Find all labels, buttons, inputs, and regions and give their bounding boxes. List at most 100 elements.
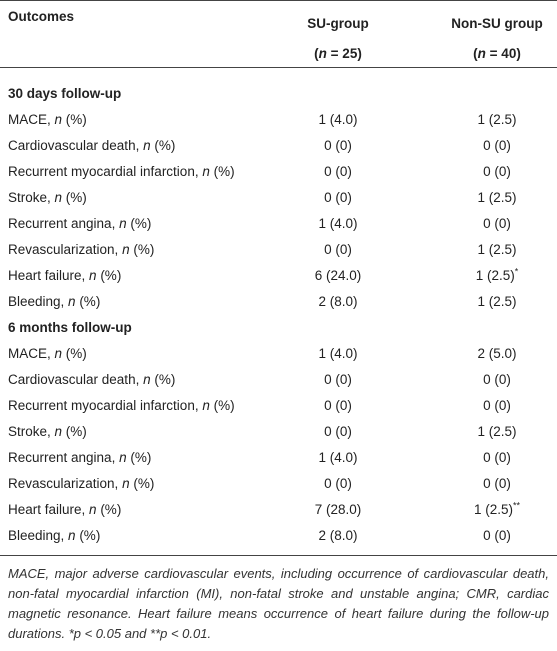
table-cell: 1 (2.5) — [477, 242, 517, 257]
table-cell: 0 (0) — [324, 242, 352, 257]
table-row: Heart failure, n (%) 6 (24.0) 1 (2.5)* — [0, 263, 557, 289]
table-cell: 0 (0) — [324, 398, 352, 413]
table-row: Bleeding, n (%) 2 (8.0) 0 (0) — [0, 523, 557, 549]
table-row: Stroke, n (%) 0 (0) 1 (2.5) — [0, 185, 557, 211]
text-piece: ( — [473, 46, 478, 61]
table-cell: 7 (28.0) — [314, 502, 362, 517]
group-header: Non-SU group (n = 40) — [417, 9, 557, 69]
group-name: Non-SU group — [451, 16, 543, 31]
table-cell: 0 (0) — [483, 164, 511, 179]
text-piece: n — [119, 450, 127, 465]
table-cell: 1 (2.5) — [477, 424, 517, 439]
table-cell: 0 (0) — [324, 190, 352, 205]
text-piece: n — [119, 216, 127, 231]
table-cell: 1 (2.5) — [477, 294, 517, 309]
row-label: Recurrent myocardial infarction, n (%) — [8, 393, 235, 419]
text-piece: Bleeding, — [8, 528, 69, 543]
cell-mark: * — [514, 266, 519, 277]
text-piece: n — [477, 46, 486, 61]
table-cell: 0 (0) — [483, 528, 511, 543]
footnote: MACE, major adverse cardiovascular event… — [8, 566, 549, 641]
table-row: Recurrent angina, n (%) 1 (4.0) 0 (0) — [0, 211, 557, 237]
text-piece: (%) — [62, 190, 87, 205]
text-piece: (%) — [126, 216, 152, 231]
table-cell: 0 (0) — [483, 372, 511, 387]
section-title: 30 days follow-up — [8, 86, 122, 101]
text-piece: (%) — [129, 242, 155, 257]
row-label: Stroke, n (%) — [8, 185, 87, 211]
section-row: 30 days follow-up — [0, 81, 557, 107]
table-row: Recurrent myocardial infarction, n (%) 0 … — [0, 159, 557, 185]
row-label: Bleeding, n (%) — [8, 523, 100, 549]
table-cell: 1 (2.5)** — [417, 497, 557, 523]
row-label: Heart failure, n (%) — [8, 263, 121, 289]
text-piece: (%) — [62, 346, 87, 361]
table-row: Stroke, n (%) 0 (0) 1 (2.5) — [0, 419, 557, 445]
text-piece: Heart failure, — [8, 268, 90, 283]
table-cell: 2 (8.0) — [318, 294, 358, 309]
text-piece: (%) — [96, 502, 122, 517]
text-piece: (%) — [150, 372, 176, 387]
row-label: Revascularization, n (%) — [8, 471, 154, 497]
text-piece: (%) — [126, 450, 152, 465]
table-cell: 1 (4.0) — [318, 450, 358, 465]
row-label: Stroke, n (%) — [8, 419, 87, 445]
text-piece: Recurrent angina, — [8, 216, 120, 231]
text-piece: (%) — [62, 424, 87, 439]
table-cell: 0 (0) — [324, 372, 352, 387]
table-cell: 0 (0) — [324, 164, 352, 179]
table-cell: 2 (5.0) — [477, 346, 517, 361]
table-cell: 1 (2.5) — [477, 112, 517, 127]
table-cell: 0 (0) — [483, 450, 511, 465]
table-row: Heart failure, n (%) 7 (28.0) 1 (2.5)** — [0, 497, 557, 523]
table-cell: 0 (0) — [324, 138, 352, 153]
table-cell: 0 (0) — [483, 216, 511, 231]
text-piece: (%) — [209, 164, 235, 179]
table-row: Bleeding, n (%) 2 (8.0) 1 (2.5) — [0, 289, 557, 315]
table-cell: 1 (4.0) — [318, 112, 358, 127]
text-piece: n — [318, 46, 327, 61]
text-piece: MACE, — [8, 112, 55, 127]
text-piece: n — [122, 476, 130, 491]
table-cell: 1 (4.0) — [318, 216, 358, 231]
table-cell: 0 (0) — [483, 138, 511, 153]
table-cell: 1 (4.0) — [318, 346, 358, 361]
cell-mark: ** — [513, 500, 521, 511]
row-label: Recurrent angina, n (%) — [8, 445, 151, 471]
group-name: SU-group — [307, 16, 369, 31]
text-piece: = 40) — [485, 46, 521, 61]
text-piece: n — [68, 528, 76, 543]
text-piece: Recurrent angina, — [8, 450, 120, 465]
text-piece: Bleeding, — [8, 294, 69, 309]
table-row: Cardiovascular death, n (%) 0 (0) 0 (0) — [0, 367, 557, 393]
table-header: Outcomes SU-group (n = 25) Non-SU group (n … — [0, 0, 557, 68]
text-piece: n — [202, 398, 210, 413]
text-piece: ( — [314, 46, 319, 61]
table-row: Revascularization, n (%) 0 (0) 1 (2.5) — [0, 237, 557, 263]
row-label: Recurrent angina, n (%) — [8, 211, 151, 237]
row-label: Heart failure, n (%) — [8, 497, 121, 523]
text-piece: n — [143, 138, 151, 153]
row-label: Recurrent myocardial infarction, n (%) — [8, 159, 235, 185]
text-piece: (%) — [129, 476, 155, 491]
text-piece: Stroke, — [8, 424, 55, 439]
table-cell: 0 (0) — [324, 424, 352, 439]
table-cell: 0 (0) — [483, 476, 511, 491]
text-piece: n — [202, 164, 210, 179]
section-row: 6 months follow-up — [0, 315, 557, 341]
text-piece: = 25) — [326, 46, 362, 61]
text-piece: Cardiovascular death, — [8, 138, 144, 153]
text-piece: Recurrent myocardial infarction, — [8, 398, 203, 413]
text-piece: n — [68, 294, 76, 309]
row-label: Cardiovascular death, n (%) — [8, 367, 175, 393]
text-piece: (%) — [96, 268, 122, 283]
text-piece: (%) — [209, 398, 235, 413]
text-piece: Revascularization, — [8, 242, 123, 257]
group-size: (n = 40) — [417, 39, 557, 69]
group-header: SU-group (n = 25) — [258, 9, 418, 69]
text-piece: n — [89, 502, 97, 517]
text-piece: Recurrent myocardial infarction, — [8, 164, 203, 179]
text-piece: (%) — [75, 528, 101, 543]
row-label: Bleeding, n (%) — [8, 289, 100, 315]
text-piece: n — [89, 268, 97, 283]
